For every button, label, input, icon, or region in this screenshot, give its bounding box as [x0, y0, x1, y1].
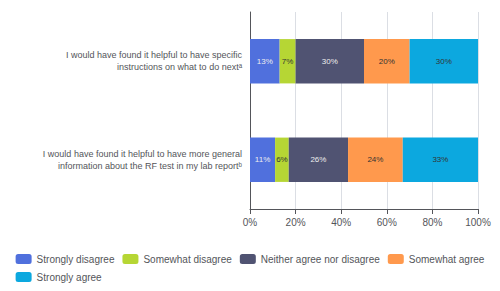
svg-text:0%: 0% — [243, 217, 258, 228]
svg-text:13%: 13% — [257, 57, 273, 66]
svg-text:7%: 7% — [282, 57, 294, 66]
svg-text:100%: 100% — [465, 217, 491, 228]
svg-text:I would have found it helpful: I would have found it helpful to have sp… — [66, 50, 243, 60]
svg-text:80%: 80% — [422, 217, 442, 228]
svg-text:24%: 24% — [367, 155, 383, 164]
svg-text:6%: 6% — [276, 155, 288, 164]
svg-text:instructions on what to do nex: instructions on what to do nextᵃ — [117, 62, 243, 72]
svg-text:20%: 20% — [379, 57, 395, 66]
svg-text:Somewhat disagree: Somewhat disagree — [143, 254, 232, 265]
svg-text:Neither agree nor disagree: Neither agree nor disagree — [261, 254, 380, 265]
svg-text:Strongly agree: Strongly agree — [37, 272, 102, 283]
svg-text:60%: 60% — [377, 217, 397, 228]
svg-text:I would have found it helpful: I would have found it helpful to have mo… — [43, 149, 242, 159]
svg-text:26%: 26% — [310, 155, 326, 164]
svg-text:Somewhat agree: Somewhat agree — [409, 254, 485, 265]
svg-text:30%: 30% — [322, 57, 338, 66]
svg-text:11%: 11% — [255, 155, 270, 164]
svg-text:information about the RF test: information about the RF test in my lab … — [58, 161, 243, 171]
svg-text:33%: 33% — [432, 155, 448, 164]
svg-text:Strongly disagree: Strongly disagree — [37, 254, 115, 265]
svg-text:30%: 30% — [436, 57, 452, 66]
svg-text:20%: 20% — [286, 217, 306, 228]
svg-text:40%: 40% — [331, 217, 351, 228]
